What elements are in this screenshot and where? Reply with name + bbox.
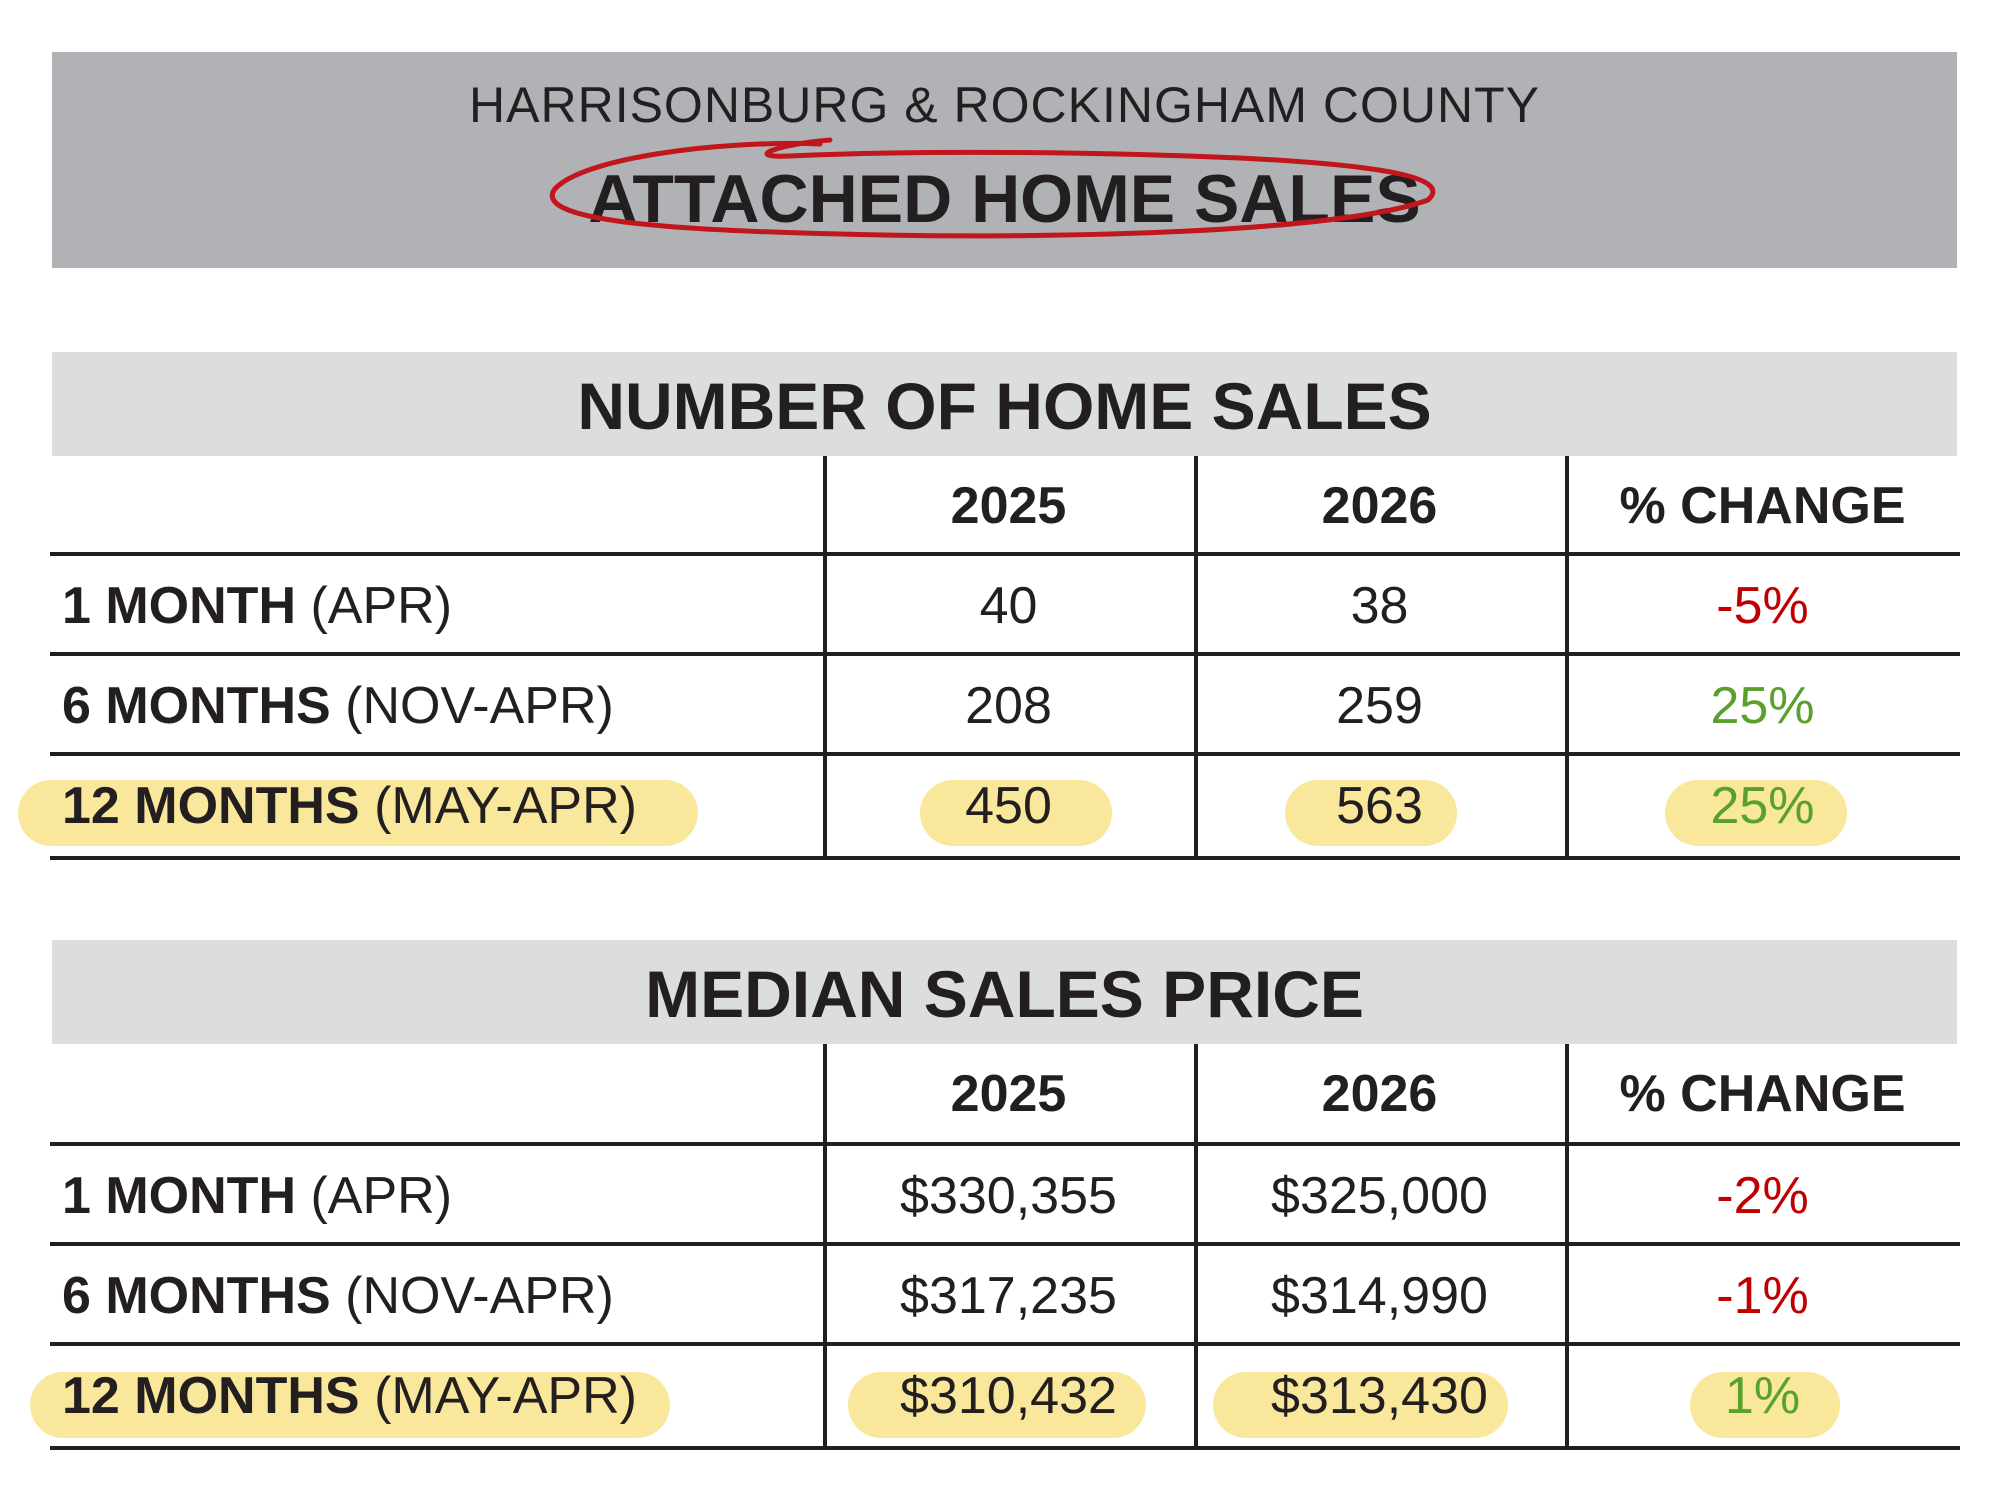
row-divider [50,752,1960,756]
table-row: 1 MONTH (APR) $330,355 $325,000 -2% [50,1146,1960,1246]
value-change: 25% [1710,677,1815,735]
value-2026: 38 [1350,577,1409,635]
value-2025: 450 [965,777,1052,835]
table-row: 6 MONTHS (NOV-APR) 208 259 25% [50,656,1960,756]
highlight-mark [30,1372,670,1438]
highlight-mark [920,780,1112,846]
row-divider [50,1242,1960,1246]
highlight-mark [1665,780,1847,846]
value-change: 25% [1710,777,1815,835]
column-header-2025: 2025 [950,1065,1067,1123]
column-divider [1194,1044,1198,1450]
value-2025: 208 [965,677,1052,735]
row-divider [50,1446,1960,1450]
row-label: 12 MONTHS (MAY-APR) [62,1367,637,1425]
column-header-change: % CHANGE [1619,1065,1906,1123]
row-divider [50,1142,1960,1146]
value-change: -2% [1716,1167,1809,1225]
column-divider [1565,1044,1569,1450]
column-divider [823,1044,827,1450]
highlight-mark [1690,1372,1840,1438]
row-divider [50,856,1960,860]
column-header-change: % CHANGE [1619,477,1906,535]
value-2025: $317,235 [900,1267,1117,1325]
page-title: ATTACHED HOME SALES [588,161,1421,237]
row-label: 1 MONTH (APR) [62,577,453,635]
row-label: 12 MONTHS (MAY-APR) [62,777,637,835]
column-divider [823,456,827,860]
value-2026: 563 [1336,777,1423,835]
column-header-2025: 2025 [950,477,1067,535]
column-divider [1194,456,1198,860]
price-section-header: MEDIAN SALES PRICE [52,940,1957,1044]
column-header-2026: 2026 [1321,477,1438,535]
column-divider [1565,456,1569,860]
row-divider [50,652,1960,656]
sales-header-row: 2025 2026 % CHANGE [50,456,1960,556]
column-header-2026: 2026 [1321,1065,1438,1123]
value-2026: $314,990 [1271,1267,1488,1325]
value-2025: 40 [979,577,1038,635]
highlight-mark [848,1372,1146,1438]
row-divider [50,1342,1960,1346]
value-change: 1% [1724,1367,1801,1425]
table-row-highlighted: 12 MONTHS (MAY-APR) 450 563 25% [50,756,1960,856]
table-row: 1 MONTH (APR) 40 38 -5% [50,556,1960,656]
value-2025: $310,432 [900,1367,1117,1425]
value-2025: $330,355 [900,1167,1117,1225]
row-label: 1 MONTH (APR) [62,1167,453,1225]
row-label: 6 MONTHS (NOV-APR) [62,1267,614,1325]
highlight-mark [18,780,698,846]
table-row: 6 MONTHS (NOV-APR) $317,235 $314,990 -1% [50,1246,1960,1346]
value-2026: 259 [1336,677,1423,735]
table-row-highlighted: 12 MONTHS (MAY-APR) $310,432 $313,430 1% [50,1346,1960,1446]
title-banner: HARRISONBURG & ROCKINGHAM COUNTY ATTACHE… [52,52,1957,268]
region-subtitle: HARRISONBURG & ROCKINGHAM COUNTY [469,77,1540,133]
price-header-row: 2025 2026 % CHANGE [50,1044,1960,1144]
row-label: 6 MONTHS (NOV-APR) [62,677,614,735]
value-change: -1% [1716,1267,1809,1325]
value-2026: $313,430 [1271,1367,1488,1425]
highlight-mark [1285,780,1457,846]
sales-section-header: NUMBER OF HOME SALES [52,352,1957,456]
value-change: -5% [1716,577,1809,635]
value-2026: $325,000 [1271,1167,1488,1225]
row-divider [50,552,1960,556]
highlight-mark [1213,1372,1508,1438]
